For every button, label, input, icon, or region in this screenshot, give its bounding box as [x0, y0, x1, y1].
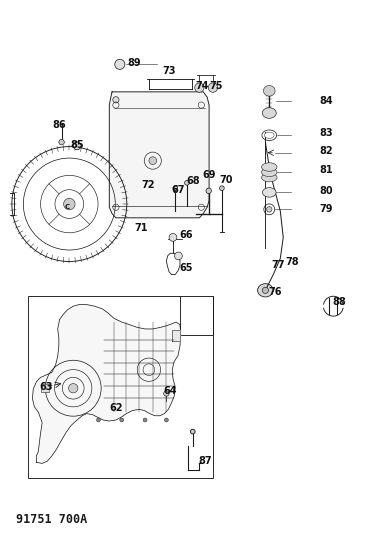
Text: 81: 81 — [319, 165, 333, 175]
Circle shape — [220, 186, 224, 190]
Circle shape — [113, 96, 119, 103]
Text: 88: 88 — [332, 297, 346, 308]
Text: 79: 79 — [319, 204, 333, 214]
Circle shape — [174, 252, 182, 260]
Text: 75: 75 — [210, 80, 223, 91]
Bar — [28, 296, 213, 478]
Text: C: C — [65, 204, 70, 209]
Ellipse shape — [262, 188, 276, 197]
Circle shape — [115, 59, 125, 69]
Ellipse shape — [264, 132, 274, 139]
Text: 84: 84 — [319, 96, 333, 107]
Circle shape — [262, 287, 269, 294]
Circle shape — [267, 207, 272, 212]
Text: 68: 68 — [187, 176, 200, 186]
Circle shape — [190, 429, 195, 434]
Text: 69: 69 — [202, 171, 215, 181]
Text: 66: 66 — [179, 230, 192, 240]
Text: 71: 71 — [135, 223, 148, 233]
Ellipse shape — [258, 284, 273, 297]
Text: 87: 87 — [198, 456, 212, 466]
Text: 85: 85 — [71, 140, 84, 150]
Circle shape — [120, 418, 124, 422]
Text: 65: 65 — [179, 263, 192, 272]
Text: 83: 83 — [319, 128, 333, 138]
Polygon shape — [32, 304, 181, 463]
Ellipse shape — [264, 85, 275, 96]
Circle shape — [68, 384, 78, 393]
Text: 82: 82 — [319, 146, 333, 156]
Circle shape — [206, 188, 212, 193]
Text: 67: 67 — [172, 185, 185, 195]
Text: 73: 73 — [162, 66, 176, 76]
Ellipse shape — [262, 173, 277, 182]
Circle shape — [208, 83, 218, 92]
Circle shape — [165, 418, 168, 422]
Bar — [41, 384, 49, 392]
Text: 77: 77 — [271, 261, 285, 270]
Circle shape — [97, 418, 100, 422]
Text: 64: 64 — [163, 386, 177, 396]
Circle shape — [143, 418, 147, 422]
Polygon shape — [172, 330, 180, 341]
Circle shape — [195, 83, 204, 92]
Circle shape — [169, 233, 177, 241]
Polygon shape — [109, 92, 209, 218]
Text: 76: 76 — [268, 287, 282, 297]
Text: 91751 700A: 91751 700A — [16, 513, 88, 526]
Ellipse shape — [262, 168, 277, 176]
Ellipse shape — [262, 163, 277, 171]
Text: 70: 70 — [220, 175, 233, 185]
Circle shape — [73, 142, 81, 150]
Text: 80: 80 — [319, 187, 333, 196]
Ellipse shape — [262, 108, 276, 118]
Text: 74: 74 — [195, 80, 208, 91]
Text: 86: 86 — [53, 120, 66, 130]
Text: 78: 78 — [285, 257, 299, 267]
Circle shape — [164, 391, 169, 396]
Text: 72: 72 — [142, 180, 155, 190]
Circle shape — [185, 181, 189, 185]
Text: 62: 62 — [109, 403, 123, 413]
Circle shape — [149, 157, 157, 165]
Circle shape — [173, 186, 178, 190]
Circle shape — [59, 140, 64, 145]
Text: 63: 63 — [39, 382, 53, 392]
Circle shape — [64, 198, 75, 210]
Text: 89: 89 — [127, 58, 141, 68]
